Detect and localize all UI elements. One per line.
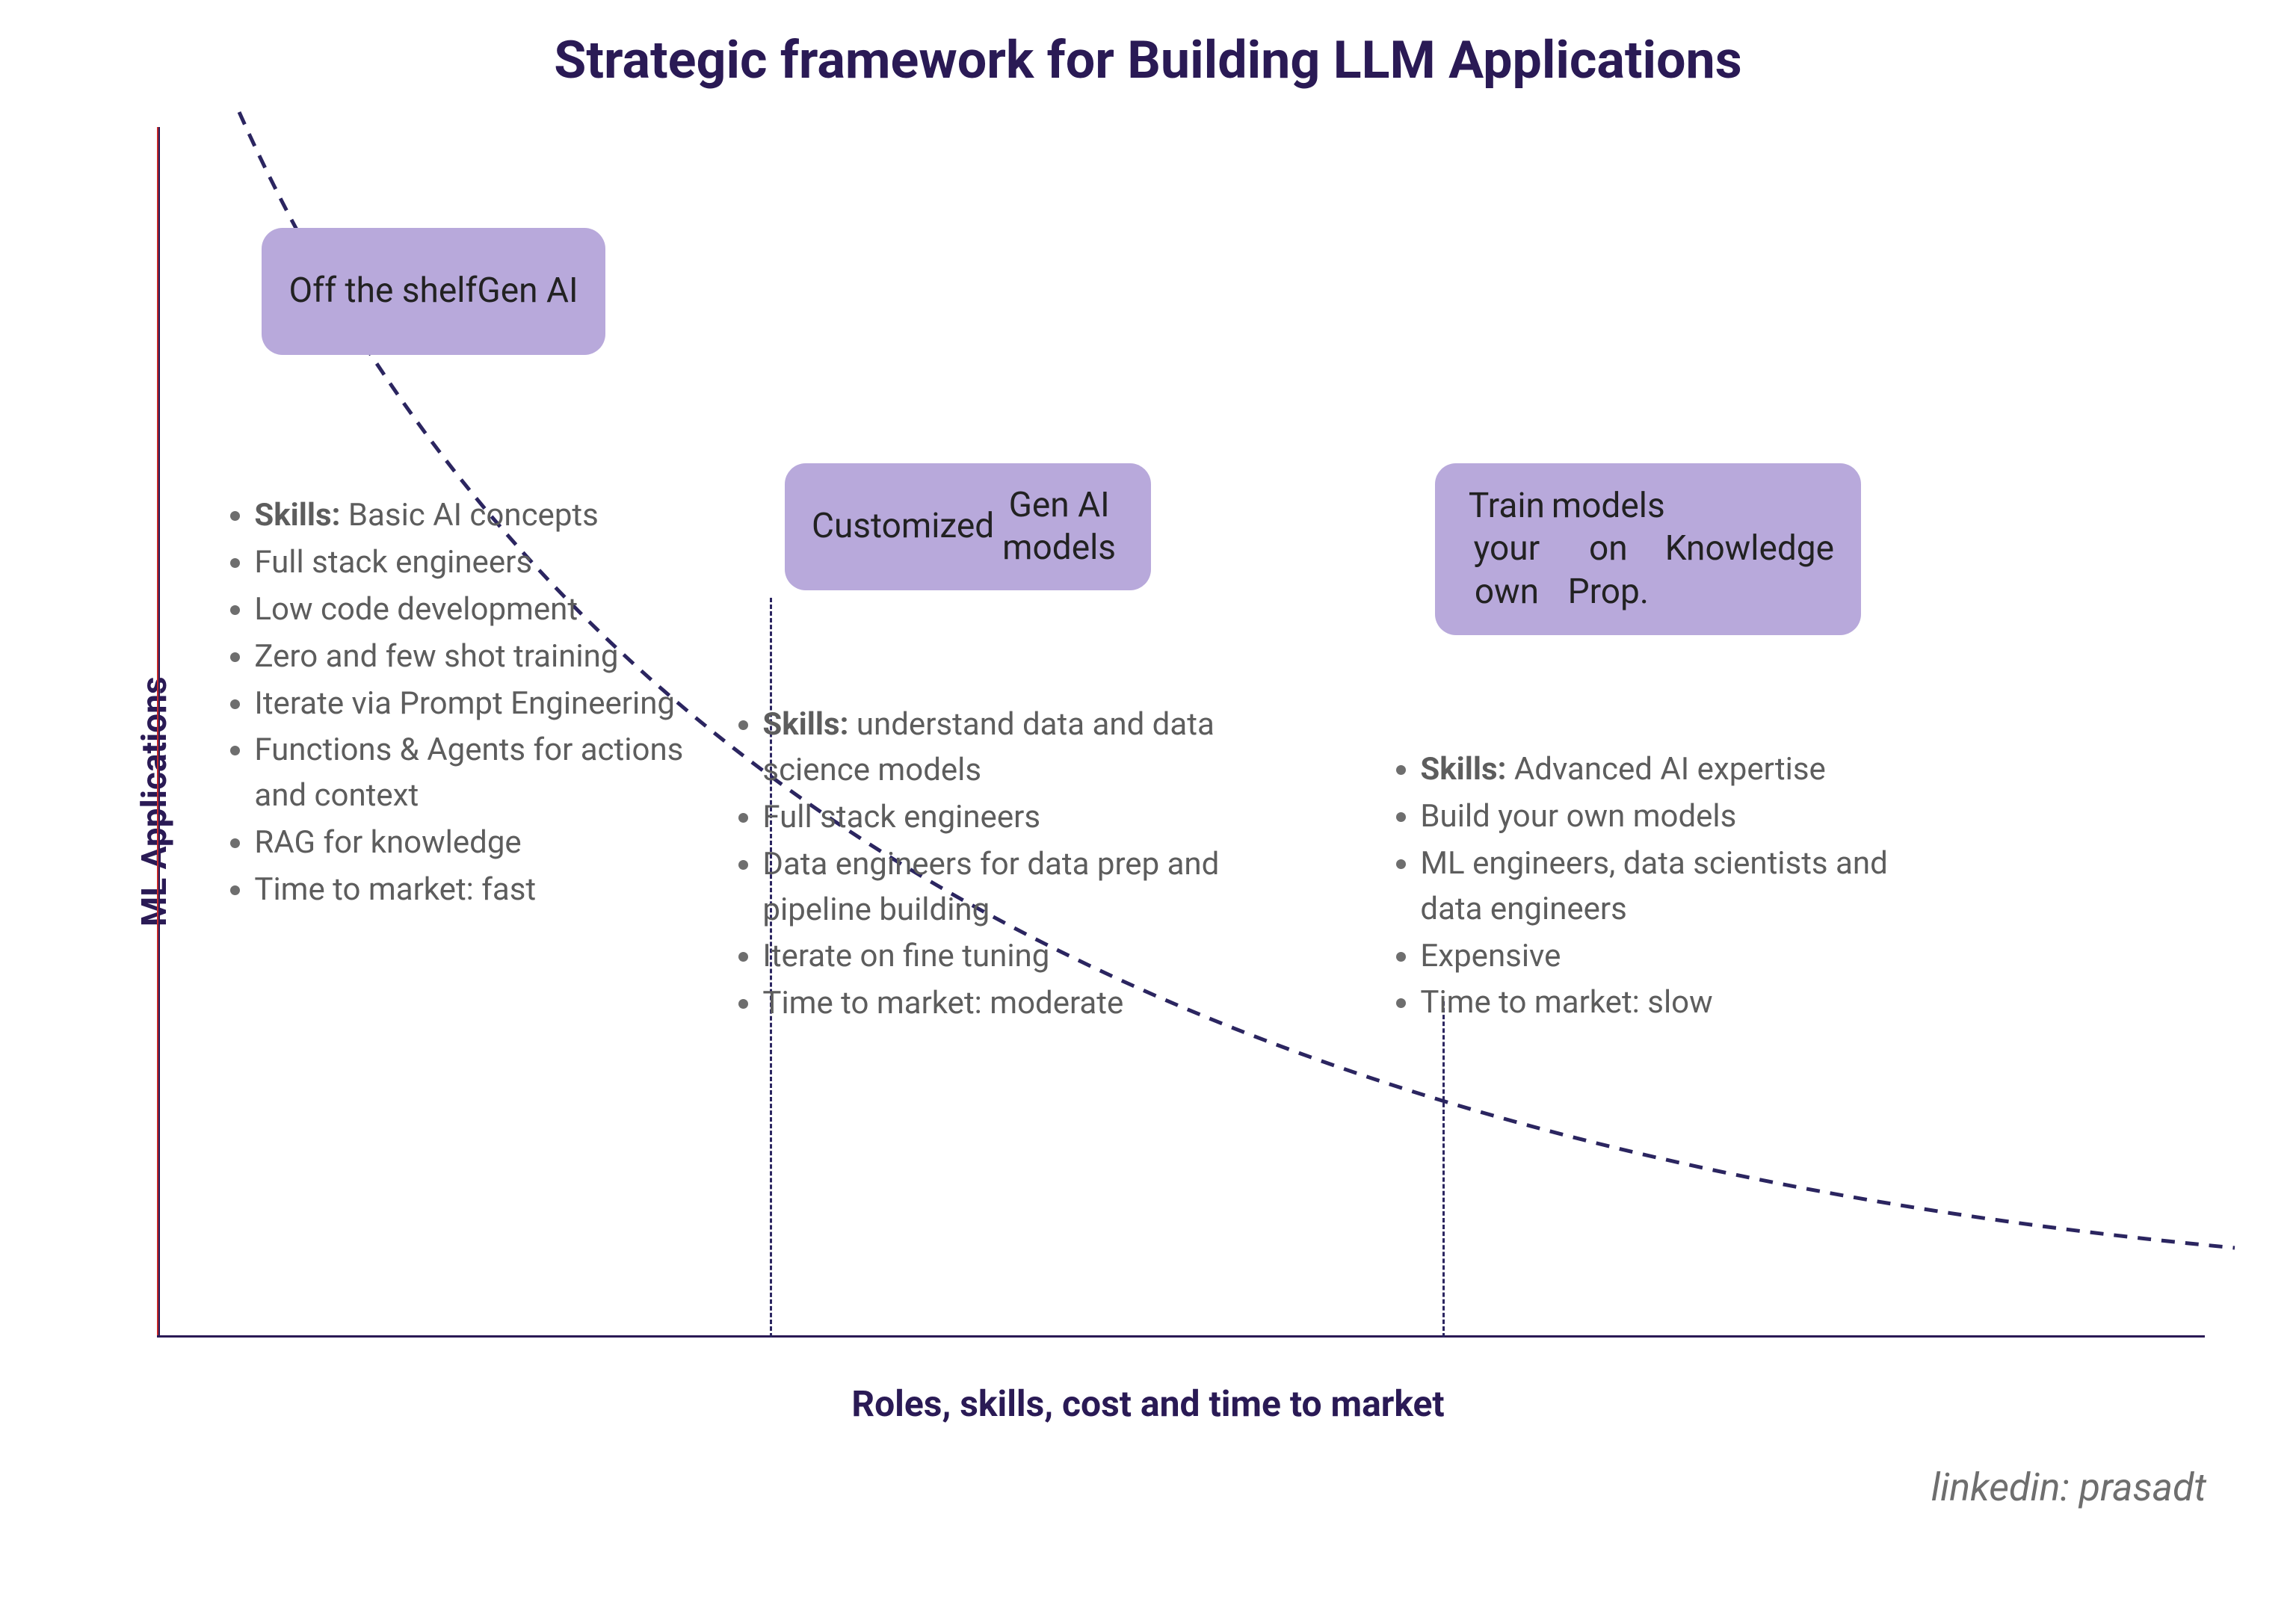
y-axis-line [157,127,160,1338]
bullets-col-customized: Skills: understand data and data science… [725,702,1263,1028]
bullet-item: Zero and few shot training [254,634,725,680]
bullet-item: Iterate on fine tuning [762,934,1263,980]
bullet-item: Build your own models [1420,794,1921,840]
bullet-item: Data engineers for data prep and pipelin… [762,842,1263,933]
bullet-item: Time to market: fast [254,868,725,913]
bullet-item: Time to market: slow [1420,980,1921,1026]
x-axis-line [157,1335,2205,1338]
divider-2 [1442,1001,1445,1338]
skills-label: Skills: [254,497,348,534]
bullet-item: Functions & Agents for actions and conte… [254,728,725,819]
bullet-item: Low code development [254,587,725,633]
x-axis-label: Roles, skills, cost and time to market [0,1382,2296,1425]
bullet-item: Expensive [1420,934,1921,980]
bullets-col-off-the-shelf: Skills: Basic AI conceptsFull stack engi… [217,493,725,915]
skills-bullet: Skills: Basic AI concepts [254,493,725,539]
bullet-item: RAG for knowledge [254,820,725,866]
bullet-item: Full stack engineers [254,540,725,586]
bullet-item: Iterate via Prompt Engineering [254,681,725,727]
pill-train-own: Train your ownmodels on Prop.Knowledge [1435,463,1861,635]
skills-bullet: Skills: understand data and data science… [762,702,1263,794]
skills-bullet: Skills: Advanced AI expertise [1420,747,1921,793]
diagram-title: Strategic framework for Building LLM App… [0,30,2296,91]
bullet-item: Time to market: moderate [762,981,1263,1027]
bullet-item: Full stack engineers [762,795,1263,841]
attribution-text: linkedin: prasadt [1931,1465,2206,1510]
skills-label: Skills: [762,706,857,743]
skills-value: Advanced AI expertise [1514,751,1826,788]
skills-value: Basic AI concepts [348,497,599,534]
bullet-item: ML engineers, data scientists and data e… [1420,841,1921,933]
skills-label: Skills: [1420,751,1514,788]
pill-off-the-shelf: Off the shelfGen AI [262,228,605,355]
pill-customized: CustomizedGen AI models [785,463,1151,590]
diagram-canvas: Strategic framework for Building LLM App… [0,0,2296,1614]
bullets-col-train-own: Skills: Advanced AI expertiseBuild your … [1383,747,1921,1027]
y-axis-navy-stroke [158,127,160,1338]
